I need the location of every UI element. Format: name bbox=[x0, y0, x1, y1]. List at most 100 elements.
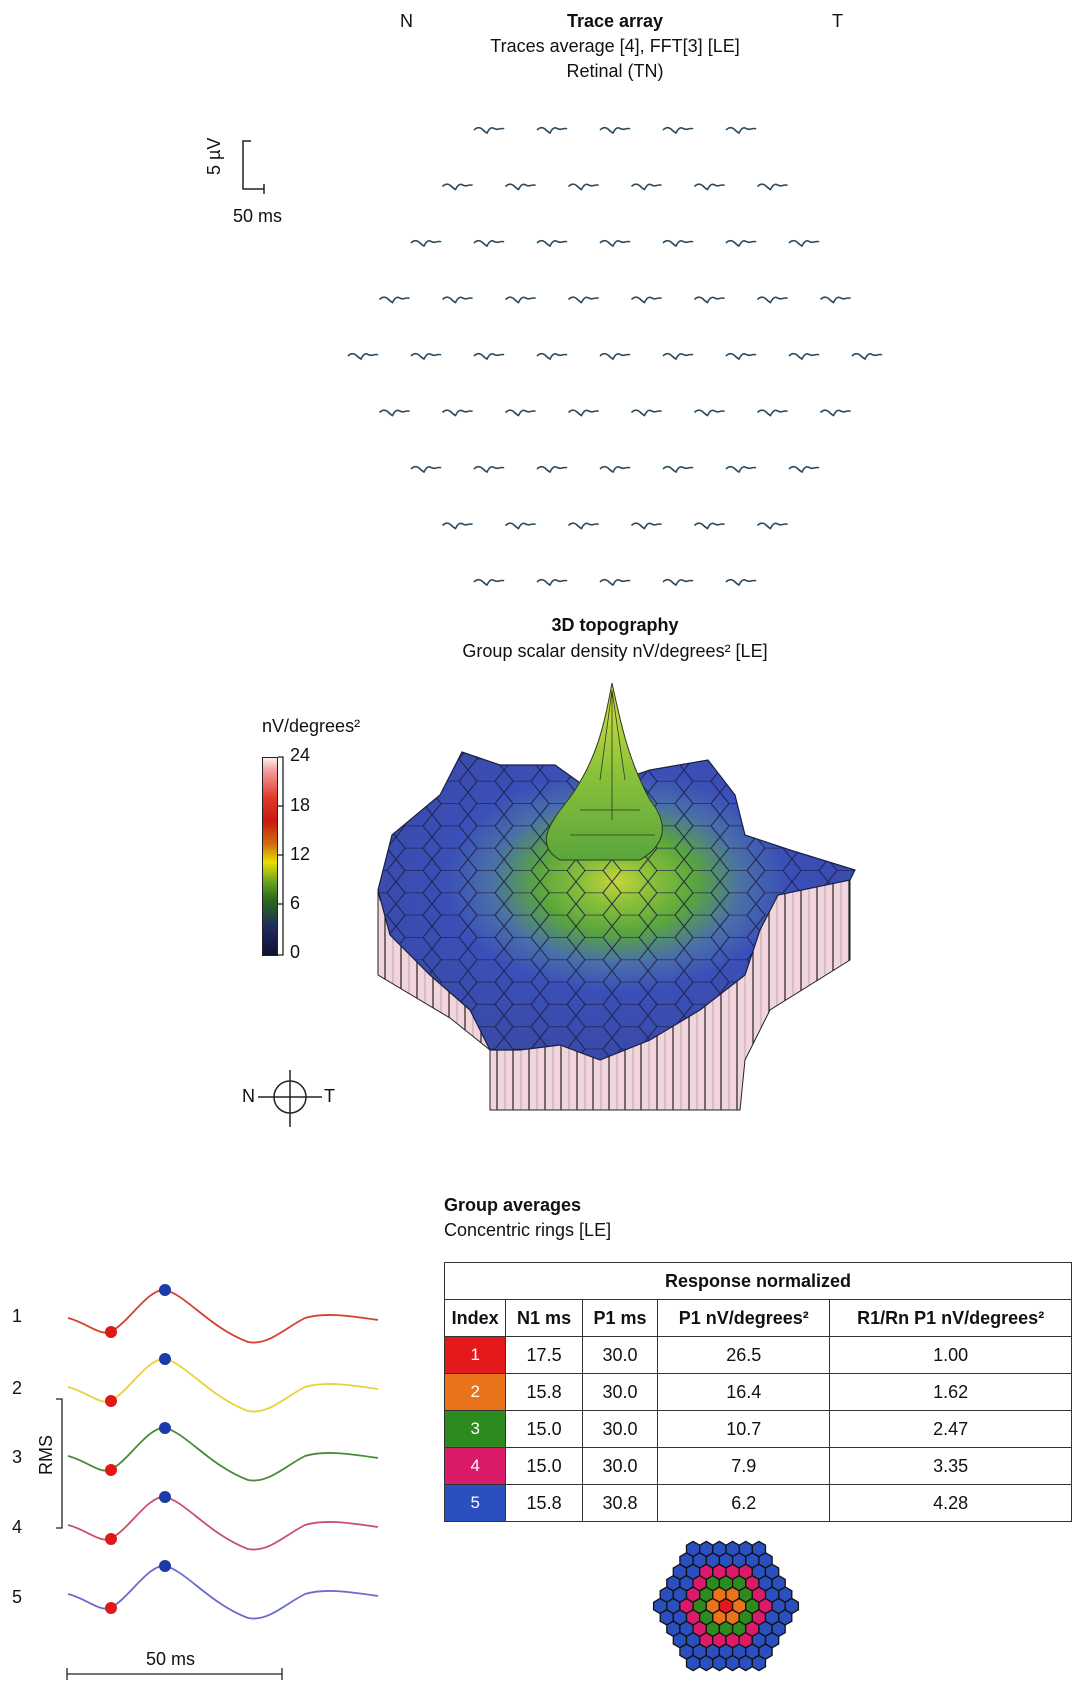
time-scale-label: 50 ms bbox=[233, 206, 283, 226]
ring-time-scale-bar bbox=[66, 1668, 283, 1680]
colorbar bbox=[262, 757, 278, 956]
row-p1-density: 16.4 bbox=[657, 1373, 831, 1411]
trace-waveform bbox=[504, 183, 537, 191]
trace-waveform bbox=[725, 352, 757, 361]
trace-waveform bbox=[788, 352, 820, 361]
trace-waveform bbox=[504, 409, 537, 417]
n1-marker bbox=[105, 1464, 117, 1476]
row-ratio: 1.00 bbox=[829, 1336, 1072, 1374]
trace-waveform bbox=[599, 578, 631, 587]
trace-waveform bbox=[599, 465, 631, 474]
trace-array-subtitle-2: Retinal (TN) bbox=[566, 61, 664, 81]
trace-waveform bbox=[599, 239, 631, 248]
trace-waveform bbox=[693, 522, 726, 530]
ring-label-5: 5 bbox=[12, 1587, 23, 1607]
response-table: Response normalized Index N1 ms P1 ms P1… bbox=[443, 1262, 1072, 1522]
row-p1: 30.8 bbox=[581, 1484, 659, 1522]
trace-waveform bbox=[819, 296, 852, 304]
p1-marker bbox=[159, 1491, 171, 1503]
n1-marker bbox=[105, 1533, 117, 1545]
row-n1: 15.0 bbox=[505, 1447, 583, 1485]
ring-map-hex bbox=[784, 1597, 800, 1615]
trace-waveform bbox=[378, 296, 411, 304]
trace-waveform bbox=[410, 465, 442, 474]
orientation-temporal-label: T bbox=[324, 1086, 335, 1106]
ring-label-3: 3 bbox=[12, 1447, 23, 1467]
trace-waveform bbox=[630, 296, 663, 304]
trace-waveform bbox=[473, 239, 505, 248]
table-column-headers: Index N1 ms P1 ms P1 nV/degrees² R1/Rn P… bbox=[443, 1299, 1072, 1337]
topography-subtitle: Group scalar density nV/degrees² [LE] bbox=[462, 641, 768, 661]
colorbar-tick-0: 0 bbox=[290, 942, 301, 962]
trace-waveform bbox=[693, 409, 726, 417]
trace-waveform bbox=[536, 465, 568, 474]
row-ratio: 1.62 bbox=[829, 1373, 1072, 1411]
trace-waveform bbox=[536, 239, 568, 248]
n1-marker bbox=[105, 1395, 117, 1407]
topography-title: 3D topography bbox=[551, 615, 679, 635]
row-index-swatch: 5 bbox=[443, 1484, 507, 1522]
trace-waveform bbox=[725, 578, 757, 587]
col-p1: P1 ms bbox=[581, 1299, 659, 1337]
trace-waveform bbox=[441, 296, 474, 304]
trace-waveform bbox=[662, 578, 694, 587]
table-row: 3 15.0 30.0 10.7 2.47 bbox=[443, 1410, 1072, 1448]
ring-label-4: 4 bbox=[12, 1517, 23, 1537]
trace-waveform bbox=[441, 522, 474, 530]
trace-waveform bbox=[567, 183, 600, 191]
row-p1-density: 6.2 bbox=[657, 1484, 831, 1522]
trace-waveform bbox=[378, 409, 411, 417]
trace-waveform bbox=[441, 409, 474, 417]
trace-waveform bbox=[567, 296, 600, 304]
scale-bar bbox=[242, 140, 265, 194]
n1-marker bbox=[105, 1326, 117, 1338]
trace-waveform bbox=[756, 409, 789, 417]
trace-waveform bbox=[693, 296, 726, 304]
colorbar-tick-6: 6 bbox=[290, 893, 301, 913]
table-row: 1 17.5 30.0 26.5 1.00 bbox=[443, 1336, 1072, 1374]
trace-waveform bbox=[725, 126, 757, 135]
table-row: 5 15.8 30.8 6.2 4.28 bbox=[443, 1484, 1072, 1522]
table-row: 2 15.8 30.0 16.4 1.62 bbox=[443, 1373, 1072, 1411]
row-index-swatch: 2 bbox=[443, 1373, 507, 1411]
trace-waveform bbox=[410, 352, 442, 361]
trace-waveform bbox=[788, 465, 820, 474]
trace-waveform bbox=[473, 465, 505, 474]
row-ratio: 3.35 bbox=[829, 1447, 1072, 1485]
trace-waveform bbox=[599, 126, 631, 135]
orientation-nasal-label: N bbox=[242, 1086, 255, 1106]
p1-marker bbox=[159, 1353, 171, 1365]
trace-waveform bbox=[630, 183, 663, 191]
trace-waveform bbox=[347, 352, 379, 361]
row-ratio: 4.28 bbox=[829, 1484, 1072, 1522]
ring-label-2: 2 bbox=[12, 1378, 23, 1398]
trace-waveform bbox=[630, 409, 663, 417]
trace-waveform bbox=[567, 409, 600, 417]
trace-waveform bbox=[725, 465, 757, 474]
ring-label-1: 1 bbox=[12, 1306, 23, 1326]
trace-waveform bbox=[536, 578, 568, 587]
trace-waveform bbox=[756, 296, 789, 304]
trace-waveform bbox=[693, 183, 726, 191]
row-index-swatch: 3 bbox=[443, 1410, 507, 1448]
trace-waveform bbox=[410, 239, 442, 248]
col-p1-density: P1 nV/degrees² bbox=[657, 1299, 831, 1337]
trace-waveform bbox=[441, 183, 474, 191]
ring-time-scale-label: 50 ms bbox=[146, 1649, 196, 1669]
row-index-swatch: 1 bbox=[443, 1336, 507, 1374]
trace-waveform bbox=[662, 352, 694, 361]
row-n1: 17.5 bbox=[505, 1336, 583, 1374]
trace-waveform bbox=[725, 239, 757, 248]
trace-waveform bbox=[851, 352, 883, 361]
trace-waveform bbox=[504, 296, 537, 304]
trace-waveform bbox=[536, 352, 568, 361]
group-averages-title: Group averages bbox=[444, 1195, 582, 1215]
trace-waveform bbox=[473, 126, 505, 135]
col-ratio: R1/Rn P1 nV/degrees² bbox=[829, 1299, 1072, 1337]
topography-peak bbox=[545, 682, 663, 861]
trace-waveform bbox=[662, 126, 694, 135]
